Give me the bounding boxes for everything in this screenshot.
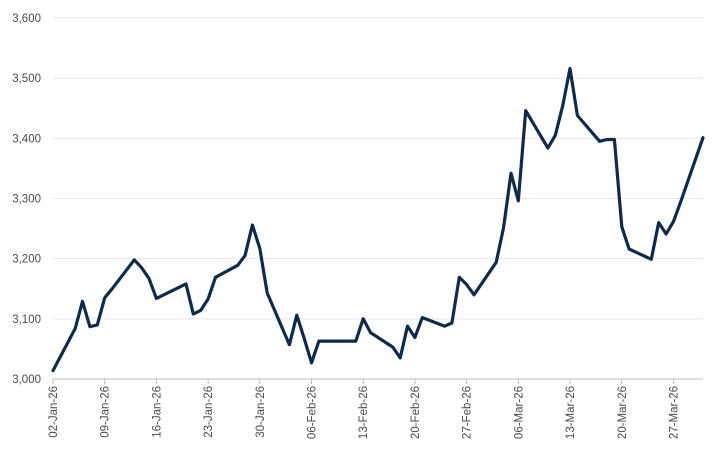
x-tick-label: 09-Jan-26 bbox=[100, 386, 112, 438]
x-tick-label: 02-Jan-26 bbox=[48, 386, 60, 438]
x-tick-label: 23-Jan-26 bbox=[203, 386, 215, 438]
y-tick-label: 3,500 bbox=[12, 73, 41, 85]
x-tick-label: 27-Mar-26 bbox=[668, 386, 680, 439]
y-tick-label: 3,600 bbox=[12, 13, 41, 25]
y-tick-label: 3,200 bbox=[12, 254, 41, 266]
x-tick-label: 16-Jan-26 bbox=[151, 386, 163, 438]
x-tick-label: 13-Mar-26 bbox=[565, 386, 577, 439]
y-tick-label: 3,300 bbox=[12, 194, 41, 206]
y-tick-label: 3,000 bbox=[12, 374, 41, 386]
gridlines bbox=[53, 17, 703, 320]
x-tick-label: 06-Mar-26 bbox=[513, 386, 525, 439]
x-tick-label: 06-Feb-26 bbox=[307, 386, 319, 439]
series-group bbox=[51, 66, 705, 373]
x-axis: 02-Jan-26 09-Jan-26 16-Jan-26 23-Jan-26 30-J… bbox=[48, 379, 680, 439]
x-tick-label: 13-Feb-26 bbox=[358, 386, 370, 439]
x-tick-label: 27-Feb-26 bbox=[462, 386, 474, 439]
x-tick-label: 30-Jan-26 bbox=[255, 386, 267, 438]
x-tick-label: 20-Feb-26 bbox=[410, 386, 422, 439]
series-line bbox=[51, 66, 705, 373]
y-axis: 3,000 3,100 3,200 3,300 3,400 3,500 3,600 bbox=[12, 13, 41, 386]
x-tick-label: 20-Mar-26 bbox=[617, 386, 629, 439]
y-tick-label: 3,100 bbox=[12, 314, 41, 326]
y-tick-label: 3,400 bbox=[12, 133, 41, 145]
